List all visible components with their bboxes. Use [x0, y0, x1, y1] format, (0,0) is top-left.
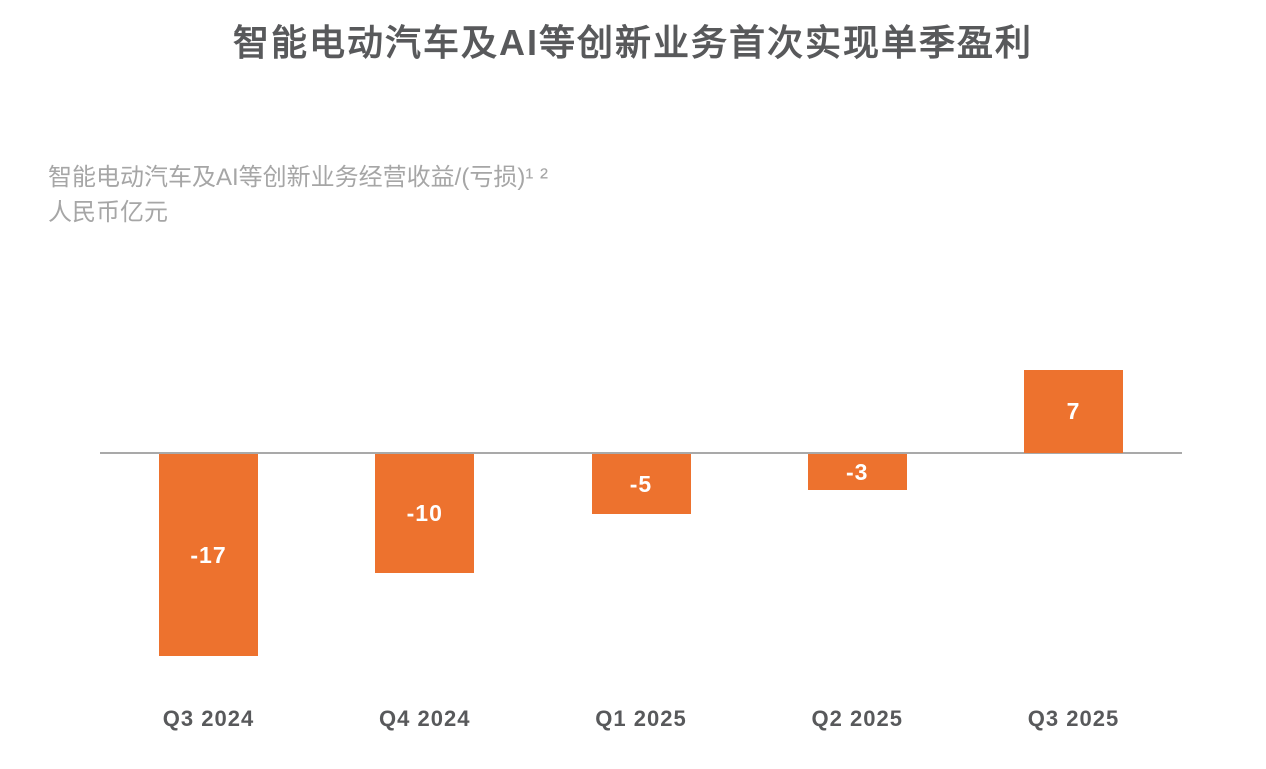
chart-subtitle: 智能电动汽车及AI等创新业务经营收益/(亏损)¹ ² 人民币亿元: [48, 160, 548, 230]
subtitle-metric-label: 智能电动汽车及AI等创新业务经营收益/(亏损)¹ ²: [48, 164, 548, 191]
bar-value-label: -10: [406, 500, 443, 526]
x-axis-label-q3-2025: Q3 2025: [1027, 706, 1120, 731]
bar-value-label: -5: [629, 470, 653, 497]
x-axis-label-q1-2025: Q1 2025: [595, 706, 687, 731]
bar-value-label: -3: [846, 458, 869, 485]
x-axis-label-q3-2024: Q3 2024: [162, 706, 255, 731]
bar-value-label: 7: [1066, 398, 1081, 424]
bar-q1-2025: -5: [591, 454, 691, 514]
x-axis-label-q2-2025: Q2 2025: [811, 706, 903, 731]
chart-title: 智能电动汽车及AI等创新业务首次实现单季盈利: [232, 22, 1033, 63]
bar-value-label: -17: [190, 541, 227, 568]
bar-q2-2025: -3: [807, 454, 907, 490]
bar-q4-2024: -10: [375, 454, 475, 573]
bar-q3-2024: -17: [159, 454, 258, 656]
zero-axis-line: [100, 452, 1182, 454]
x-axis-label-q4-2024: Q4 2024: [379, 706, 471, 731]
bar-q3-2025: 7: [1024, 370, 1123, 453]
subtitle-unit-label: 人民币亿元: [48, 199, 168, 226]
